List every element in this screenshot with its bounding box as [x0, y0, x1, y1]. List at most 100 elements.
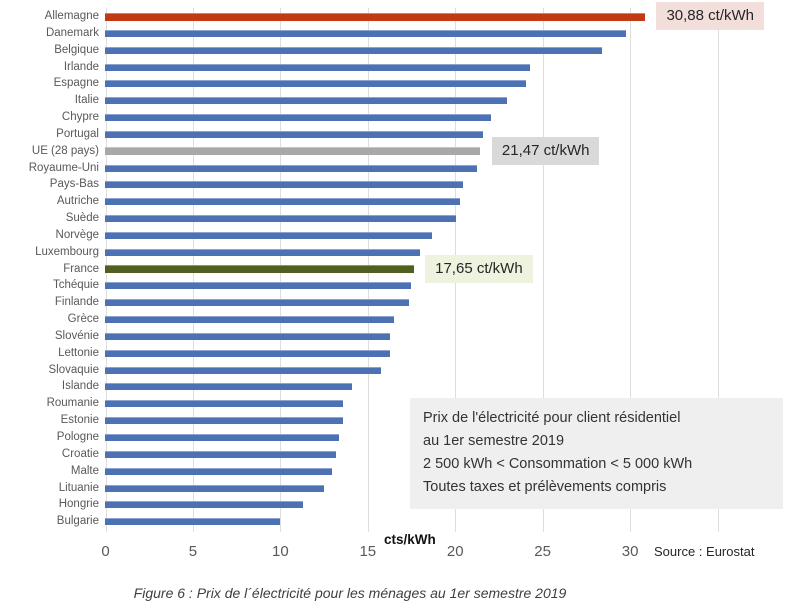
bar — [105, 147, 481, 156]
bar-row: France — [0, 261, 760, 278]
x-tick-label: 0 — [101, 543, 110, 560]
bar — [105, 265, 414, 274]
bar — [105, 80, 527, 88]
bar — [105, 299, 410, 307]
bar — [105, 164, 478, 172]
category-label: Espagne — [53, 77, 99, 90]
bar-row: Tchéquie — [0, 277, 760, 294]
category-label: UE (28 pays) — [31, 144, 99, 157]
category-label: Norvège — [55, 228, 99, 241]
category-label: Slovaquie — [48, 363, 99, 376]
value-annotation: 17,65 ct/kWh — [425, 255, 533, 284]
bar — [105, 97, 508, 105]
bar-row: Grèce — [0, 311, 760, 328]
bar-row: Espagne — [0, 75, 760, 92]
bar — [105, 366, 382, 374]
bar — [105, 349, 391, 357]
bar — [105, 248, 420, 256]
bar-row: Malte — [0, 463, 760, 480]
source-credit: Source : Eurostat — [654, 544, 755, 559]
category-label: Estonie — [60, 414, 99, 427]
bar — [105, 231, 432, 239]
bar-row: Luxembourg — [0, 244, 760, 261]
note-line: au 1er semestre 2019 — [423, 433, 565, 449]
x-tick-label: 25 — [534, 543, 551, 560]
bar-row: Estonie — [0, 412, 760, 429]
value-annotation: 21,47 ct/kWh — [491, 137, 600, 166]
note-line: Toutes taxes et prélèvements compris — [423, 479, 667, 495]
category-label: Danemark — [45, 26, 99, 39]
x-axis-label: cts/kWh — [384, 532, 436, 547]
bar-row: Finlande — [0, 294, 760, 311]
bar — [105, 63, 530, 71]
bar — [105, 400, 343, 408]
figure-caption: Figure 6 : Prix de l´électricité pour le… — [133, 585, 567, 601]
category-label: Royaume-Uni — [28, 161, 99, 174]
bar — [105, 501, 303, 509]
bar — [105, 282, 411, 290]
category-label: Chypre — [61, 111, 99, 124]
bar — [105, 215, 457, 223]
bar — [105, 434, 340, 441]
category-label: Tchéquie — [52, 279, 99, 292]
bar — [105, 518, 280, 526]
x-tick-label: 30 — [621, 543, 639, 560]
bar-row: Slovaquie — [0, 362, 760, 379]
bar-row: UE (28 pays) — [0, 143, 760, 160]
bar — [105, 181, 464, 189]
category-label: Pays-Bas — [49, 178, 99, 191]
category-label: Lettonie — [58, 346, 99, 359]
bar-row: Irlande — [0, 59, 760, 76]
bar-row: Italie — [0, 92, 760, 109]
bar-row: Norvège — [0, 227, 760, 244]
bar — [105, 484, 324, 492]
gridline-30 — [630, 8, 632, 532]
bar-row: Royaume-Uni — [0, 160, 760, 177]
category-label: Grèce — [67, 313, 99, 326]
bar — [105, 467, 333, 475]
category-label: Malte — [70, 464, 99, 477]
bar-row: Hongrie — [0, 496, 760, 513]
bar-row: Lituanie — [0, 480, 760, 497]
category-label: Roumanie — [46, 397, 99, 410]
category-label: France — [63, 262, 99, 275]
category-label: Allemagne — [44, 10, 99, 22]
bar-row: Roumanie — [0, 395, 760, 412]
bar — [105, 332, 391, 340]
x-tick-label: 20 — [446, 543, 464, 560]
category-label: Hongrie — [58, 498, 99, 511]
bar-row: Danemark — [0, 25, 760, 42]
bar — [105, 12, 645, 21]
x-tick-label: 10 — [272, 543, 289, 560]
bar — [105, 114, 492, 122]
bar — [105, 316, 394, 324]
bar-row: Islande — [0, 378, 760, 395]
category-label: Belgique — [54, 43, 99, 56]
category-label: Pologne — [56, 431, 99, 443]
bar-row: Croatie — [0, 446, 760, 463]
bar — [105, 198, 460, 206]
category-label: Autriche — [56, 195, 99, 208]
bar-row: Pologne — [0, 429, 760, 446]
note-line: Prix de l'électricité pour client réside… — [423, 410, 681, 426]
note-line: 2 500 kWh < Consommation < 5 000 kWh — [423, 456, 693, 472]
category-label: Suède — [65, 212, 99, 225]
bar — [105, 450, 336, 458]
category-label: Finlande — [54, 296, 99, 309]
category-label: Irlande — [63, 60, 99, 73]
methodology-note-box: Prix de l'électricité pour client réside… — [410, 398, 783, 509]
category-label: Croatie — [61, 447, 99, 460]
bar-row: Suède — [0, 210, 760, 227]
category-label: Islande — [61, 380, 99, 393]
bar-row: Allemagne — [0, 8, 760, 25]
bar-row: Chypre — [0, 109, 760, 126]
bar — [105, 383, 352, 391]
x-tick-label: 5 — [188, 543, 198, 560]
bar-row: Bulgarie — [0, 513, 760, 530]
category-label: Lituanie — [58, 481, 99, 494]
bar-row: Lettonie — [0, 345, 760, 362]
bar — [105, 417, 343, 425]
category-label: Bulgarie — [56, 515, 99, 528]
bar-row: Autriche — [0, 193, 760, 210]
